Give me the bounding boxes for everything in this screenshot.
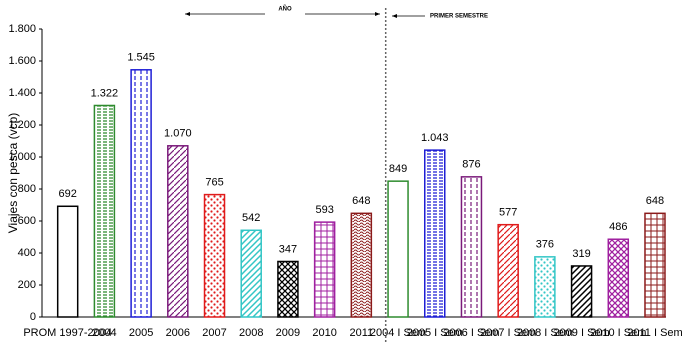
bar [56,205,79,318]
bar [387,180,409,318]
x-tick-label: 2009 [276,327,300,339]
value-label: 648 [646,195,664,207]
bar [203,193,226,318]
bar [644,212,666,318]
bar [167,145,189,318]
x-tick-label: 2005 I Sem [407,327,463,339]
value-label: 1.322 [91,87,119,99]
x-tick-label: 2006 [166,327,190,339]
bar [313,221,336,318]
x-tick-label: 2008 I Sem [517,327,573,339]
value-label: 593 [315,204,333,216]
annotation: AÑO [278,6,292,13]
value-label: 876 [462,159,480,171]
value-label: 849 [389,163,407,175]
x-tick-label: 2010 I Sem [590,327,646,339]
value-label: 319 [572,248,590,260]
bar [130,69,152,318]
annotation-semestre: PRIMER SEMESTRE [392,14,488,20]
bar [497,223,519,318]
x-tick-label: PROM 1997-2004 [23,327,112,339]
y-tick-label: 1.000 [8,151,36,163]
annotation-ano: AÑO [185,6,380,16]
x-tick-label: 2011 [350,327,374,339]
y-tick-label: 200 [18,279,36,291]
value-label: 486 [609,221,627,233]
x-tick-label: 2004 [92,327,116,339]
bar [277,260,299,318]
y-tick-label: 600 [18,215,36,227]
annotation: PRIMER SEMESTRE [430,14,488,20]
bar [240,229,262,318]
x-tick-label: 2004 I Sem [370,327,426,339]
y-tick-label: 0 [30,311,36,323]
bar [424,149,446,318]
value-label: 1.070 [164,128,192,140]
value-label: 765 [205,177,223,189]
value-label: 542 [242,212,260,224]
x-tick-label: 2005 [129,327,153,339]
x-tick-label: 2011 I Sem [627,327,682,339]
y-tick-label: 1.600 [8,55,36,67]
x-tick-label: 2008 [239,327,263,339]
bar [350,212,373,318]
y-tick-label: 1.200 [8,119,36,131]
x-tick-label: 2006 I Sem [443,327,499,339]
x-tick-label: 2009 I Sem [553,327,609,339]
bar [460,176,483,318]
x-tick-label: 2010 [312,327,336,339]
y-tick-label: 400 [18,247,36,259]
y-tick-label: 1.800 [8,23,36,35]
value-label: 376 [536,239,554,251]
bar [570,265,593,318]
value-label: 692 [59,188,77,200]
x-tick-label: 2007 [202,327,226,339]
value-label: 648 [352,195,370,207]
value-label: 347 [279,243,297,255]
x-tick-label: 2007 I Sem [480,327,536,339]
y-tick-label: 800 [18,183,36,195]
y-axis-label: Viajes con pesca (vcp) [6,113,20,234]
value-label: 1.545 [127,52,155,64]
bar [93,104,116,318]
bar [534,256,556,318]
value-label: 577 [499,207,517,219]
bar [607,238,630,318]
value-label: 1.043 [421,132,449,144]
y-tick-label: 1.400 [8,87,36,99]
